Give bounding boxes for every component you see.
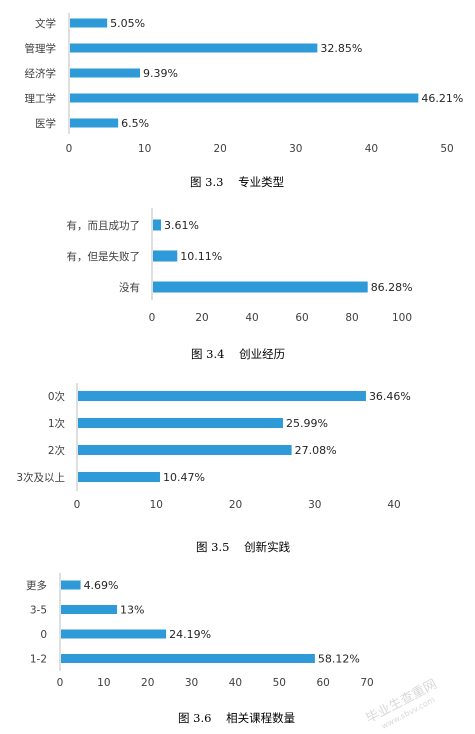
- data-label: 3.61%: [164, 219, 199, 232]
- category-label: 1次: [48, 417, 66, 430]
- x-tick-label: 20: [229, 499, 242, 511]
- category-label: 更多: [26, 579, 47, 592]
- bar: [153, 250, 178, 262]
- chart-2: 有，而且成功了 3.61% 有，但是失败了 10.11% 没有 86.28% 0 20 40 60…: [67, 208, 413, 361]
- category-label: 0次: [48, 390, 66, 403]
- x-tick-label: 70: [360, 677, 373, 689]
- data-label: 4.69%: [84, 579, 119, 592]
- category-label: 文学: [35, 17, 56, 30]
- category-label: 医学: [35, 117, 56, 130]
- bar: [70, 93, 419, 103]
- x-tick-label: 20: [141, 677, 154, 689]
- chart-3: 0次 36.46% 1次 25.99% 2次 27.08% 3次及以上 10.47% 0 10 20…: [16, 383, 411, 554]
- bar: [153, 281, 368, 293]
- x-tick-label: 100: [392, 312, 412, 324]
- bar: [70, 68, 140, 78]
- bar: [70, 118, 119, 128]
- category-label: 3-5: [30, 605, 47, 617]
- bar: [61, 580, 81, 590]
- figure-caption: 图 3.3 专业类型: [190, 175, 284, 189]
- bar: [61, 605, 118, 614]
- x-tick-label: 50: [440, 143, 453, 155]
- category-label: 3次及以上: [16, 471, 65, 484]
- x-tick-label: 40: [245, 312, 258, 324]
- data-label: 58.12%: [318, 653, 360, 666]
- data-label: 6.5%: [121, 117, 149, 130]
- category-label: 有，但是失败了: [67, 250, 141, 263]
- data-label: 10.47%: [163, 471, 205, 484]
- figure-caption: 图 3.4 创业经历: [191, 347, 285, 361]
- x-tick-label: 10: [150, 499, 163, 511]
- data-label: 86.28%: [371, 281, 413, 294]
- figure-caption: 图 3.5 创新实践: [196, 540, 291, 554]
- x-tick-label: 0: [74, 499, 81, 511]
- x-tick-label: 0: [149, 312, 156, 324]
- category-label: 1-2: [30, 654, 47, 666]
- bar: [78, 391, 366, 401]
- bar: [70, 18, 108, 28]
- figure-caption: 图 3.6 相关课程数量: [178, 711, 295, 725]
- bar: [61, 629, 167, 639]
- x-tick-label: 60: [316, 677, 329, 689]
- x-tick-label: 10: [138, 143, 151, 155]
- category-label: 2次: [48, 444, 66, 457]
- chart-4: 更多 4.69% 3-5 13% 0 24.19% 1-2 58.12% 0 10 20 30 40 50…: [26, 573, 374, 725]
- data-label: 5.05%: [110, 17, 145, 30]
- x-tick-label: 40: [365, 143, 378, 155]
- bar: [78, 445, 292, 455]
- x-tick-label: 60: [295, 312, 308, 324]
- x-tick-label: 30: [308, 499, 321, 511]
- x-tick-label: 20: [214, 143, 227, 155]
- category-label: 0: [40, 629, 47, 641]
- data-label: 10.11%: [180, 250, 222, 263]
- bar: [78, 418, 283, 428]
- x-tick-label: 40: [387, 499, 400, 511]
- category-label: 管理学: [25, 42, 57, 55]
- x-tick-label: 40: [229, 677, 242, 689]
- bar: [78, 472, 160, 482]
- x-tick-label: 80: [345, 312, 358, 324]
- x-tick-label: 30: [289, 143, 302, 155]
- x-tick-label: 20: [195, 312, 208, 324]
- x-tick-label: 10: [97, 677, 110, 689]
- data-label: 24.19%: [169, 628, 211, 641]
- x-tick-label: 30: [185, 677, 198, 689]
- bar: [70, 43, 318, 53]
- data-label: 25.99%: [286, 417, 328, 430]
- x-tick-label: 0: [66, 143, 73, 155]
- data-label: 36.46%: [369, 390, 411, 403]
- data-label: 27.08%: [295, 444, 337, 457]
- category-label: 经济学: [25, 67, 57, 80]
- x-tick-label: 50: [273, 677, 286, 689]
- bar: [61, 654, 315, 663]
- data-label: 13%: [120, 604, 144, 617]
- category-label: 理工学: [25, 92, 57, 105]
- data-label: 46.21%: [421, 92, 463, 105]
- category-label: 没有: [119, 281, 140, 294]
- data-label: 32.85%: [320, 42, 362, 55]
- chart-1: 文学 5.05% 管理学 32.85% 经济学 9.39% 理工学 46.21% 医学 6.5% 0…: [25, 13, 463, 189]
- data-label: 9.39%: [143, 67, 178, 80]
- x-tick-label: 0: [57, 677, 64, 689]
- bar: [153, 219, 162, 231]
- watermark: 毕业生查重网 www.sbvv.com: [363, 676, 439, 731]
- category-label: 有，而且成功了: [67, 219, 141, 232]
